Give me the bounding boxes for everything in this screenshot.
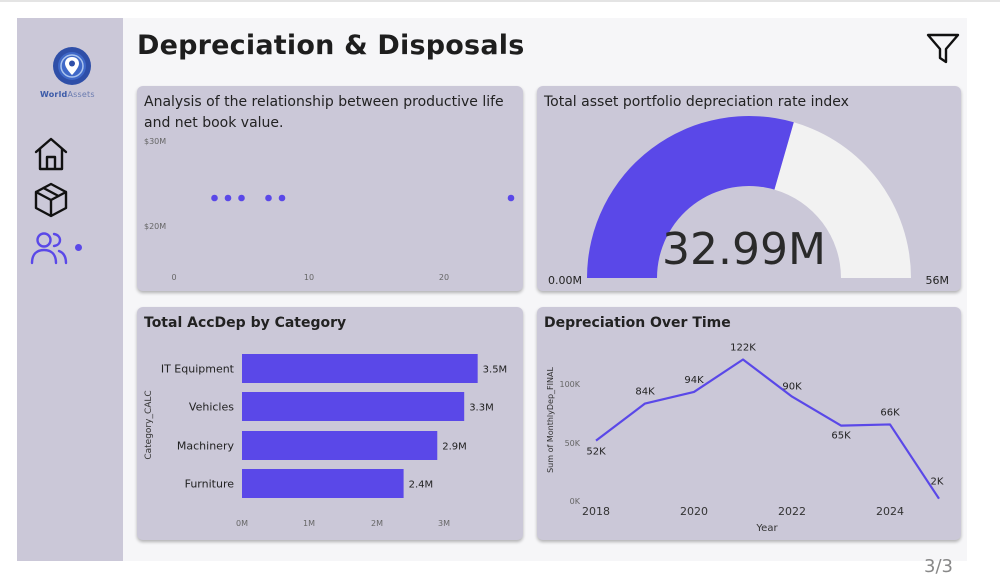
line-chart-y-axis-label: Sum of MonthlyDep_FINAL — [546, 367, 555, 473]
bar-x-tick: 3M — [438, 519, 450, 528]
bar-value-label: 3.3M — [469, 403, 494, 414]
bar-value-label: 2.4M — [409, 480, 434, 491]
bars: IT Equipment 3.5M Vehicles 3.3M Machinery 2.9… — [161, 354, 507, 498]
bar-chart: Category_CALC 0M 1M 2M 3M IT Equipment 3.… — [144, 354, 507, 528]
filter-icon[interactable] — [925, 30, 961, 66]
gauge-card: Total asset portfolio depreciation rate … — [537, 86, 961, 291]
bar-chart-card: Total AccDep by Category Category_CALC 0… — [137, 307, 523, 540]
bar-chart-title: Total AccDep by Category — [144, 315, 347, 331]
bar-category-label: Vehicles — [189, 401, 234, 414]
scatter-point — [211, 194, 218, 202]
bar-x-tick: 0M — [236, 519, 248, 528]
line-data-label: 84K — [635, 387, 655, 398]
scatter-plot: $30M $20M 0 10 20 — [144, 137, 515, 282]
home-icon — [34, 137, 68, 171]
nav-home-button[interactable] — [31, 134, 71, 174]
gauge-max-label: 56M — [926, 274, 950, 287]
bar-value-label: 2.9M — [442, 442, 467, 453]
line-x-tick: 2020 — [680, 505, 708, 518]
nav-users-button[interactable] — [29, 228, 69, 268]
line-data-label: 94K — [684, 375, 704, 386]
scatter-point — [224, 194, 232, 202]
bar — [242, 392, 465, 421]
top-divider — [0, 0, 1000, 2]
line-data-label: 52K — [586, 447, 606, 458]
page-title: Depreciation & Disposals — [137, 30, 525, 61]
line-data-label: 65K — [831, 431, 851, 442]
line-series — [595, 358, 940, 500]
gauge-title: Total asset portfolio depreciation rate … — [544, 94, 849, 110]
line-chart: Sum of MonthlyDep_FINAL 100K 50K 0K 2018… — [546, 342, 944, 534]
scatter-y-tick: $20M — [144, 222, 166, 231]
page-indicator: 3/3 — [924, 556, 953, 577]
worldassets-logo-icon — [53, 47, 91, 85]
scatter-x-tick: 10 — [304, 273, 314, 282]
sidebar — [17, 18, 123, 561]
line-data-label: 122K — [730, 342, 756, 353]
box-icon — [34, 182, 68, 218]
line-y-tick: 50K — [565, 439, 581, 448]
scatter-point — [278, 194, 286, 202]
bar — [242, 354, 478, 383]
line-y-tick: 0K — [570, 497, 581, 506]
gauge-value-label: 32.99M — [662, 224, 826, 275]
line-data-label: 90K — [782, 382, 802, 393]
line-data-label: 66K — [880, 407, 900, 418]
gauge-fill — [587, 116, 794, 278]
gauge-track — [774, 122, 911, 278]
brand-name: WorldAssets — [40, 90, 95, 99]
line-y-tick: 100K — [559, 380, 580, 389]
bar-value-label: 3.5M — [483, 365, 508, 376]
line-chart-x-axis-label: Year — [755, 523, 778, 534]
scatter-point — [507, 194, 515, 202]
line-data-label: 2K — [931, 477, 944, 488]
bar-category-label: IT Equipment — [161, 363, 235, 376]
bar-category-label: Machinery — [177, 440, 235, 453]
scatter-title: Analysis of the relationship between pro… — [144, 94, 504, 131]
scatter-point — [265, 194, 272, 202]
line-x-tick: 2024 — [876, 505, 904, 518]
nav-assets-button[interactable] — [31, 180, 71, 220]
scatter-y-tick: $30M — [144, 137, 166, 146]
line-x-tick: 2018 — [582, 505, 610, 518]
line-x-tick: 2022 — [778, 505, 806, 518]
bar-x-tick: 2M — [371, 519, 383, 528]
scatter-x-tick: 20 — [439, 273, 449, 282]
bar — [242, 431, 438, 460]
bar — [242, 469, 404, 498]
scatter-point — [238, 194, 245, 202]
bar-chart-y-axis-label: Category_CALC — [144, 390, 154, 459]
active-nav-indicator — [75, 244, 82, 251]
users-icon — [30, 232, 68, 265]
gauge-chart: 32.99M 0.00M 56M — [548, 116, 950, 287]
gauge-min-label: 0.00M — [548, 274, 582, 287]
line-chart-title: Depreciation Over Time — [544, 315, 731, 331]
bar-x-tick: 1M — [303, 519, 315, 528]
scatter-card: Analysis of the relationship between pro… — [137, 86, 523, 291]
scatter-x-tick: 0 — [171, 273, 176, 282]
line-data-labels: 52K 84K 94K 122K 90K 65K 66K 2K — [586, 342, 944, 487]
bar-category-label: Furniture — [185, 478, 235, 491]
line-chart-card: Depreciation Over Time Sum of MonthlyDep… — [537, 307, 961, 540]
scatter-points — [211, 194, 515, 202]
